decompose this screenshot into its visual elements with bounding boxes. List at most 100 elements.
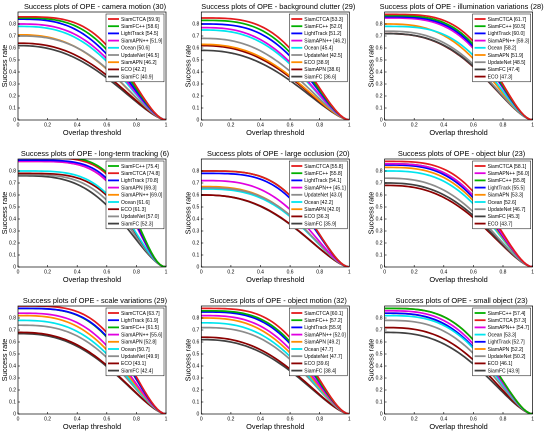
legend-entry: SiamFC [35.9] (304, 221, 337, 227)
legend-entry: ECO [39.6] (304, 361, 329, 367)
legend-entry: SiamFC++ [55.8] (488, 178, 526, 184)
y-tick-label: 0.1 (192, 400, 199, 406)
y-tick-label: 0.8 (192, 22, 199, 28)
y-tick-label: 0.5 (9, 58, 16, 64)
y-tick-label: 0.1 (376, 106, 383, 112)
y-tick-label: 0.4 (192, 364, 199, 370)
y-tick-label: 0.7 (376, 34, 383, 40)
x-axis-label: Overlap threshold (429, 275, 487, 284)
series-lines (384, 13, 533, 120)
y-axis-label: Success rate (0, 339, 9, 382)
y-tick-label: 0.7 (9, 181, 16, 187)
x-tick-label: 0.6 (103, 270, 110, 276)
x-tick-label: 0.8 (316, 270, 323, 276)
legend-entry: SiamAPN++ [46.2] (304, 38, 346, 44)
x-tick-label: 0 (200, 270, 203, 276)
x-tick-label: 0 (17, 123, 20, 129)
x-axis-label: Overlap threshold (246, 275, 304, 284)
y-tick-label: 0.1 (9, 106, 16, 112)
series-line-6 (18, 35, 166, 120)
series-line-3 (18, 18, 166, 120)
y-tick-label: 0.1 (376, 253, 383, 259)
legend-entry: SiamFC++ [57.4] (488, 311, 526, 317)
legend-entry: LightTrack [60.0] (488, 31, 526, 37)
y-tick-label: 0.6 (192, 340, 199, 346)
x-tick-label: 0.6 (470, 270, 477, 276)
series-lines (201, 170, 350, 267)
legend-entry: SiamFC++ [55.8] (304, 171, 342, 177)
y-tick-label: 0.4 (376, 70, 383, 76)
plot-frame (200, 305, 350, 415)
legend-entry: SiamAPN++ [59.3] (488, 38, 530, 44)
y-tick-label: 0.3 (192, 82, 199, 88)
y-axis-label: Success rate (367, 192, 376, 235)
chart-panel-2: Success plots of OPE - background clutte… (183, 2, 355, 137)
series-line-6 (18, 319, 166, 414)
legend-entry: SiamFC++ [60.5] (488, 24, 526, 30)
y-tick-label: 0.5 (9, 352, 16, 358)
chart-panel-4: Success plots of OPE - long-term trackin… (0, 149, 169, 284)
y-tick-label: 0 (13, 412, 16, 418)
x-tick-label: 0 (383, 123, 386, 129)
y-tick-label: 0.5 (192, 352, 199, 358)
y-axis-label: Success rate (0, 45, 9, 88)
y-tick-label: 0.6 (9, 193, 16, 199)
y-axis-label: Success rate (183, 339, 192, 382)
legend-entry: SiamAPN [38.6] (304, 67, 340, 73)
chart-title: Success plots of OPE - object blur (23) (398, 149, 525, 158)
x-tick-label: 0.6 (470, 123, 477, 129)
x-tick-label: 0.2 (227, 417, 234, 423)
series-lines (384, 307, 533, 414)
series-line-8 (201, 336, 350, 414)
chart-panel-5: Success plots of OPE - large occlusion (… (183, 149, 351, 284)
y-tick-label: 0.3 (192, 376, 199, 382)
x-tick-label: 0.4 (257, 417, 264, 423)
legend-entry: UpdateNet [42.5] (304, 53, 342, 59)
legend-entry: ECO [61.3] (121, 207, 146, 213)
legend: SiamFC++ [75.4]SiamCTCA [74.8]LightTrack… (105, 160, 165, 230)
legend-entry: SiamFC [38.4] (304, 368, 337, 374)
y-tick-label: 0.5 (192, 58, 199, 64)
series-line-2 (384, 162, 533, 267)
plot-frame (384, 305, 533, 415)
legend: SiamCTCA [63.7]LightTrack [61.9]SiamFC++… (105, 307, 165, 377)
legend-entry: LightTrack [51.2] (304, 31, 342, 37)
y-tick-label: 0.6 (192, 193, 199, 199)
x-tick-label: 0.2 (44, 270, 51, 276)
x-tick-label: 0.2 (411, 270, 418, 276)
series-line-4 (18, 23, 166, 120)
legend-entry: SiamFC++ [75.4] (121, 164, 159, 170)
y-tick-label: 0.8 (9, 22, 16, 28)
chart-title: Success plots of OPE - camera motion (30… (24, 2, 166, 11)
chart-panel-6: Success plots of OPE - object blur (23) 0… (367, 149, 535, 284)
legend-entry: Ocean [50.6] (121, 46, 150, 52)
x-tick-label: 0 (383, 270, 386, 276)
y-tick-label: 0.6 (376, 46, 383, 52)
series-line-1 (384, 160, 533, 267)
y-tick-label: 0 (13, 118, 16, 124)
x-tick-label: 0.4 (257, 270, 264, 276)
x-tick-label: 0.4 (74, 417, 81, 423)
y-tick-label: 0.6 (9, 340, 16, 346)
legend-entry: SiamFC [36.6] (304, 74, 337, 80)
x-tick-label: 0.2 (44, 123, 51, 129)
legend-entry: Ocean [47.7] (304, 347, 333, 353)
series-line-4 (18, 312, 166, 414)
plot-frame (17, 158, 167, 268)
x-tick-label: 0.4 (440, 270, 447, 276)
legend-entry: SiamFC [43.9] (488, 368, 521, 374)
y-tick-label: 0.3 (9, 82, 16, 88)
x-tick-label: 0.6 (103, 123, 110, 129)
y-tick-label: 0.3 (9, 229, 16, 235)
y-tick-label: 0.8 (9, 316, 16, 322)
series-line-1 (384, 13, 533, 120)
x-tick-label: 1 (531, 270, 534, 276)
x-tick-label: 0.8 (316, 123, 323, 129)
x-tick-label: 1 (531, 417, 534, 423)
chart-title: Success plots of OPE - background clutte… (201, 2, 355, 11)
y-tick-label: 0 (197, 118, 200, 124)
y-tick-label: 0.7 (192, 34, 199, 40)
legend-entry: SiamFC++ [58.6] (121, 24, 159, 30)
x-tick-label: 1 (165, 270, 168, 276)
x-tick-label: 0.8 (500, 270, 507, 276)
